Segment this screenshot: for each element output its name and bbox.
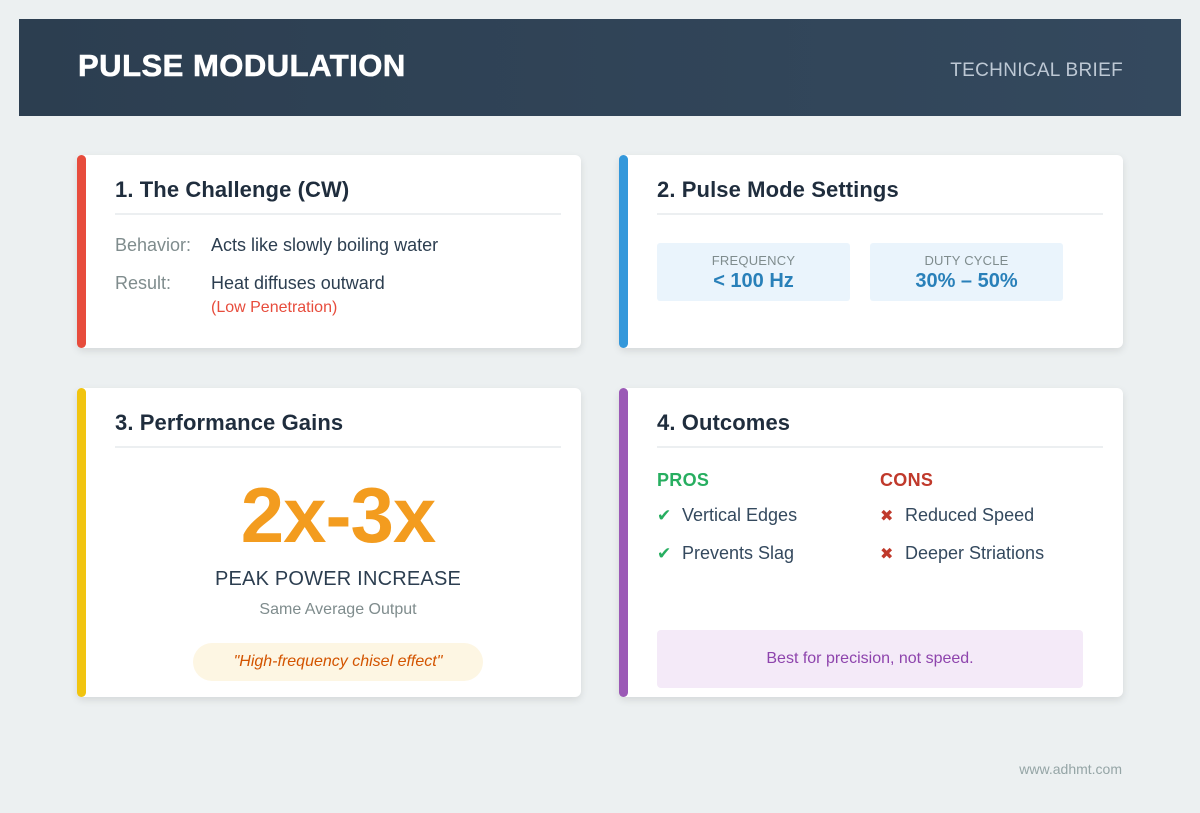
settings-card: 2. Pulse Mode Settings FREQUENCY < 100 H… [619,155,1123,348]
pro-text: Prevents Slag [682,543,795,563]
peak-power-multiplier: 2x-3x [240,471,437,559]
outcomes-card: 4. Outcomes PROS ✔ Vertical Edges ✔ Prev… [619,388,1123,697]
challenge-card: 1. The Challenge (CW) Behavior: Acts lik… [77,155,581,348]
setting-value: 30% – 50% [915,270,1018,292]
card-title: 4. Outcomes [657,410,1103,448]
con-item: ✖ Deeper Striations [880,543,1103,564]
performance-body: 2x-3x PEAK POWER INCREASE Same Average O… [115,476,561,681]
quote-pill: "High-frequency chisel effect" [193,643,483,681]
summary-note: Best for precision, not speed. [657,630,1083,688]
accent-bar [619,388,628,697]
cross-icon: ✖ [880,545,894,563]
pros-column: PROS ✔ Vertical Edges ✔ Prevents Slag [657,470,880,564]
average-output-note: Same Average Output [259,601,417,618]
row-value: Acts like slowly boiling water [211,235,439,255]
check-icon: ✔ [657,505,672,525]
con-text: Deeper Striations [905,543,1045,563]
performance-card: 3. Performance Gains 2x-3x PEAK POWER IN… [77,388,581,697]
row-label: Result: [115,273,172,293]
website-link[interactable]: www.adhmt.com [1019,761,1122,777]
cons-column: CONS ✖ Reduced Speed ✖ Deeper Striations [880,470,1103,564]
con-item: ✖ Reduced Speed [880,505,1103,526]
peak-power-label: PEAK POWER INCREASE [214,568,462,590]
setting-value: < 100 Hz [713,270,794,292]
pro-item: ✔ Prevents Slag [657,543,880,564]
settings-grid: FREQUENCY < 100 Hz DUTY CYCLE 30% – 50% [657,243,1103,301]
setting-label: DUTY CYCLE [924,253,1009,268]
duty-cycle-box: DUTY CYCLE 30% – 50% [870,243,1063,301]
setting-label: FREQUENCY [711,253,796,268]
pros-title: PROS [657,470,710,490]
frequency-box: FREQUENCY < 100 Hz [657,243,850,301]
pros-cons: PROS ✔ Vertical Edges ✔ Prevents Slag CO… [657,470,1103,564]
card-title: 1. The Challenge (CW) [115,177,561,215]
behavior-row: Behavior: Acts like slowly boiling water [115,235,561,256]
con-text: Reduced Speed [905,505,1035,525]
result-row: Result: Heat diffuses outward (Low Penet… [115,273,561,317]
row-note: (Low Penetration) [211,299,338,316]
pro-text: Vertical Edges [682,505,798,525]
cross-icon: ✖ [880,507,894,525]
page-title: PULSE MODULATION [78,47,406,83]
page-subtitle: TECHNICAL BRIEF [950,59,1123,81]
pro-item: ✔ Vertical Edges [657,505,880,526]
accent-bar [77,155,86,348]
card-title: 2. Pulse Mode Settings [657,177,1103,215]
accent-bar [77,388,86,697]
row-label: Behavior: [115,235,192,255]
accent-bar [619,155,628,348]
check-icon: ✔ [657,543,672,563]
cons-title: CONS [880,470,934,490]
header-banner: PULSE MODULATION TECHNICAL BRIEF [19,19,1181,116]
row-value: Heat diffuses outward [211,273,385,293]
card-title: 3. Performance Gains [115,410,561,448]
